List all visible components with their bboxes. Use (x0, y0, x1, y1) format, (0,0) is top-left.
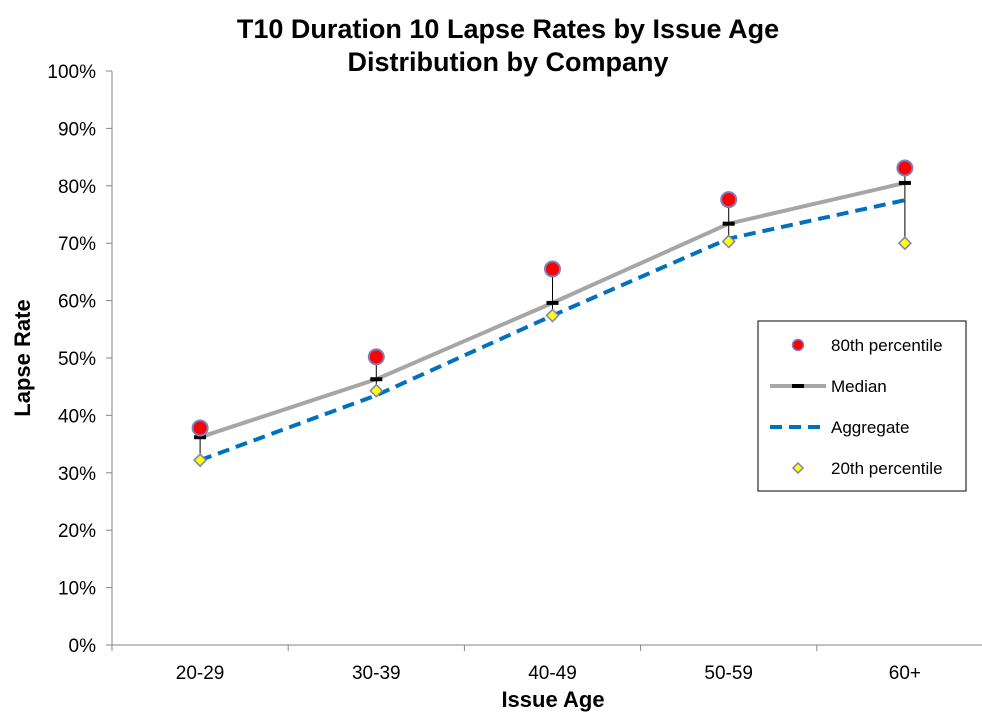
y-tick-label: 50% (58, 349, 96, 370)
chart-subtitle: Distribution by Company (347, 47, 668, 77)
x-axis-title: Issue Age (501, 687, 604, 712)
p80-marker (191, 419, 209, 437)
y-axis-title: Lapse Rate (10, 299, 35, 416)
x-tick-label: 30-39 (352, 663, 401, 684)
median-marker (898, 180, 911, 185)
p20-marker (545, 308, 560, 323)
p20-marker (369, 383, 384, 398)
y-tick-label: 90% (58, 119, 96, 140)
legend-marker-p80 (791, 338, 805, 352)
p80-marker (896, 159, 914, 177)
p80-marker (720, 191, 738, 209)
legend-label: Aggregate (831, 418, 909, 437)
y-tick-label: 80% (58, 177, 96, 198)
median-marker (546, 300, 559, 305)
y-tick-label: 20% (58, 521, 96, 542)
p20-marker (193, 453, 208, 468)
y-tick-label: 0% (69, 636, 97, 657)
p20-marker (721, 234, 736, 249)
legend-label: Median (831, 377, 887, 396)
median-marker (370, 377, 383, 382)
legend-marker-p20 (791, 461, 805, 475)
p20-marker (897, 236, 912, 251)
p80-marker (544, 260, 561, 278)
legend-box (757, 320, 967, 492)
median-marker (722, 221, 735, 226)
y-tick-label: 40% (58, 406, 96, 427)
y-tick-label: 70% (58, 234, 96, 255)
legend-label: 80th percentile (831, 336, 943, 355)
median-marker (194, 435, 207, 440)
p80-marker (367, 348, 385, 366)
chart-title: T10 Duration 10 Lapse Rates by Issue Age (237, 14, 779, 44)
x-tick-label: 60+ (889, 663, 921, 684)
legend-marker-median (792, 384, 804, 388)
plot-area: 0% 10% 20% 30% 40% 50% 60% 70% 80% 90% 100% 20-29 30… (47, 62, 982, 684)
y-tick-label: 60% (58, 292, 96, 313)
y-tick-label: 100% (47, 62, 96, 83)
x-tick-label: 50-59 (704, 663, 753, 684)
y-tick-label: 10% (58, 579, 96, 600)
legend-label: 20th percentile (831, 459, 943, 478)
legend: 80th percentile Median Aggregate 20th perce… (757, 320, 967, 492)
x-tick-label: 20-29 (176, 663, 225, 684)
x-tick-label: 40-49 (528, 663, 577, 684)
y-tick-label: 30% (58, 464, 96, 485)
